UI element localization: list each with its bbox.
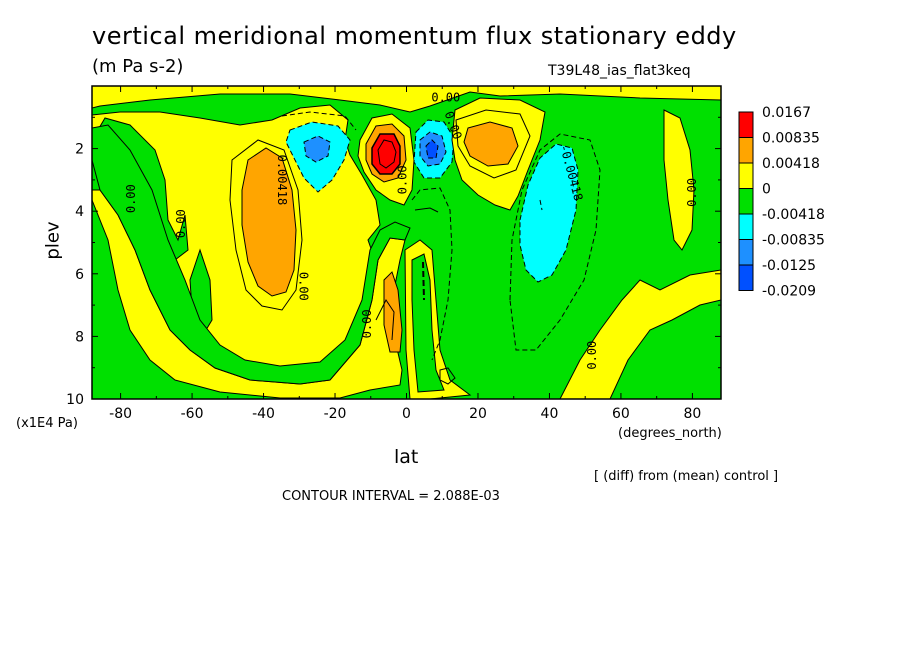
central-positive-peak xyxy=(377,139,397,169)
dashed-negative-contour xyxy=(281,111,357,131)
dashed-negative-contour xyxy=(509,133,601,351)
right-positive-core xyxy=(463,121,519,167)
y-tick-label: 10 xyxy=(66,392,84,408)
colorbar-label: 0 xyxy=(762,182,771,198)
x-ticks: -80 -60 -40 -20 0 20 40 60 80 xyxy=(109,86,701,422)
y-axis-units: (x1E4 Pa) xyxy=(16,416,78,431)
contour-label: 0.00418 xyxy=(275,155,289,206)
x-tick-label: 20 xyxy=(469,406,487,422)
x-tick-label: -80 xyxy=(109,406,132,422)
colorbar: 0.0167 0.00835 0.00418 0 -0.00418 -0.00835 -0.… xyxy=(738,105,825,300)
colorbar-label: 0.0167 xyxy=(762,105,811,121)
solid-positive-contour xyxy=(414,207,439,213)
x-tick-label: 80 xyxy=(683,406,701,422)
x-tick-label: -40 xyxy=(252,406,275,422)
left-positive-core xyxy=(241,147,297,297)
dashed-negative-contour xyxy=(422,261,425,301)
colorbar-label: -0.0125 xyxy=(762,258,816,274)
central-negative-peak xyxy=(425,139,439,159)
solid-positive-contour xyxy=(375,299,395,341)
y-tick-label: 6 xyxy=(75,267,84,283)
colorbar-label: 0.00835 xyxy=(762,131,820,147)
run-id: T39L48_ias_flat3keq xyxy=(548,63,691,79)
colorbar-swatch xyxy=(738,239,754,266)
x-tick-label: 60 xyxy=(612,406,630,422)
contour-label: 0.00 xyxy=(124,184,138,213)
solid-positive-contour xyxy=(229,139,303,311)
x-tick-label: -20 xyxy=(324,406,347,422)
x-tick-label: 40 xyxy=(541,406,559,422)
solid-positive-contour xyxy=(455,109,531,179)
colorbar-swatch xyxy=(738,137,754,164)
left-negative-island xyxy=(92,124,411,385)
y-tick-label: 8 xyxy=(75,329,84,345)
contour-interval: CONTOUR INTERVAL = 2.088E-03 xyxy=(282,489,500,504)
colorbar-label: -0.00835 xyxy=(762,233,825,249)
y-tick-label: 4 xyxy=(75,204,84,220)
contour-label: 0.00 xyxy=(685,178,699,207)
colorbar-label: -0.0209 xyxy=(762,284,816,300)
x-axis-units: (degrees_north) xyxy=(618,426,722,441)
left-negative-core-inner xyxy=(303,135,331,163)
x-tick-label: 0 xyxy=(402,406,411,422)
lower-positive-core xyxy=(383,271,403,353)
solid-positive-contour xyxy=(439,367,456,385)
x-tick-label: -60 xyxy=(181,406,204,422)
chart-title: vertical meridional momentum flux statio… xyxy=(92,22,737,50)
x-axis-label: lat xyxy=(394,446,419,468)
colorbar-swatch xyxy=(738,111,754,138)
contour-label: 0.00 xyxy=(360,309,374,338)
contour-label: 0.00 xyxy=(431,91,460,105)
y-ticks: 2 4 6 8 10 xyxy=(66,116,721,408)
contour-label: 0.00 xyxy=(174,209,188,238)
lower-right-negative-island xyxy=(609,299,721,399)
colorbar-swatch xyxy=(738,162,754,189)
diff-note: [ (diff) from (mean) control ] xyxy=(594,469,779,484)
colorbar-label: 0.00418 xyxy=(762,156,820,172)
contour-field xyxy=(92,86,721,399)
dashed-negative-contour xyxy=(539,199,543,211)
contour-label: 0.00 xyxy=(396,165,410,194)
chart-units: (m Pa s-2) xyxy=(92,56,184,77)
contour-label: 0.00 xyxy=(296,272,310,301)
colorbar-label: -0.00418 xyxy=(762,207,825,223)
colorbar-swatch xyxy=(738,213,754,240)
top-positive-band xyxy=(92,86,721,113)
dashed-negative-contour xyxy=(411,187,453,361)
far-right-positive xyxy=(663,109,695,251)
contour-label: 0.00 xyxy=(585,341,599,370)
colorbar-swatch xyxy=(738,264,754,291)
y-tick-label: 2 xyxy=(75,142,84,158)
right-negative-core xyxy=(519,143,579,283)
colorbar-swatch xyxy=(738,188,754,215)
